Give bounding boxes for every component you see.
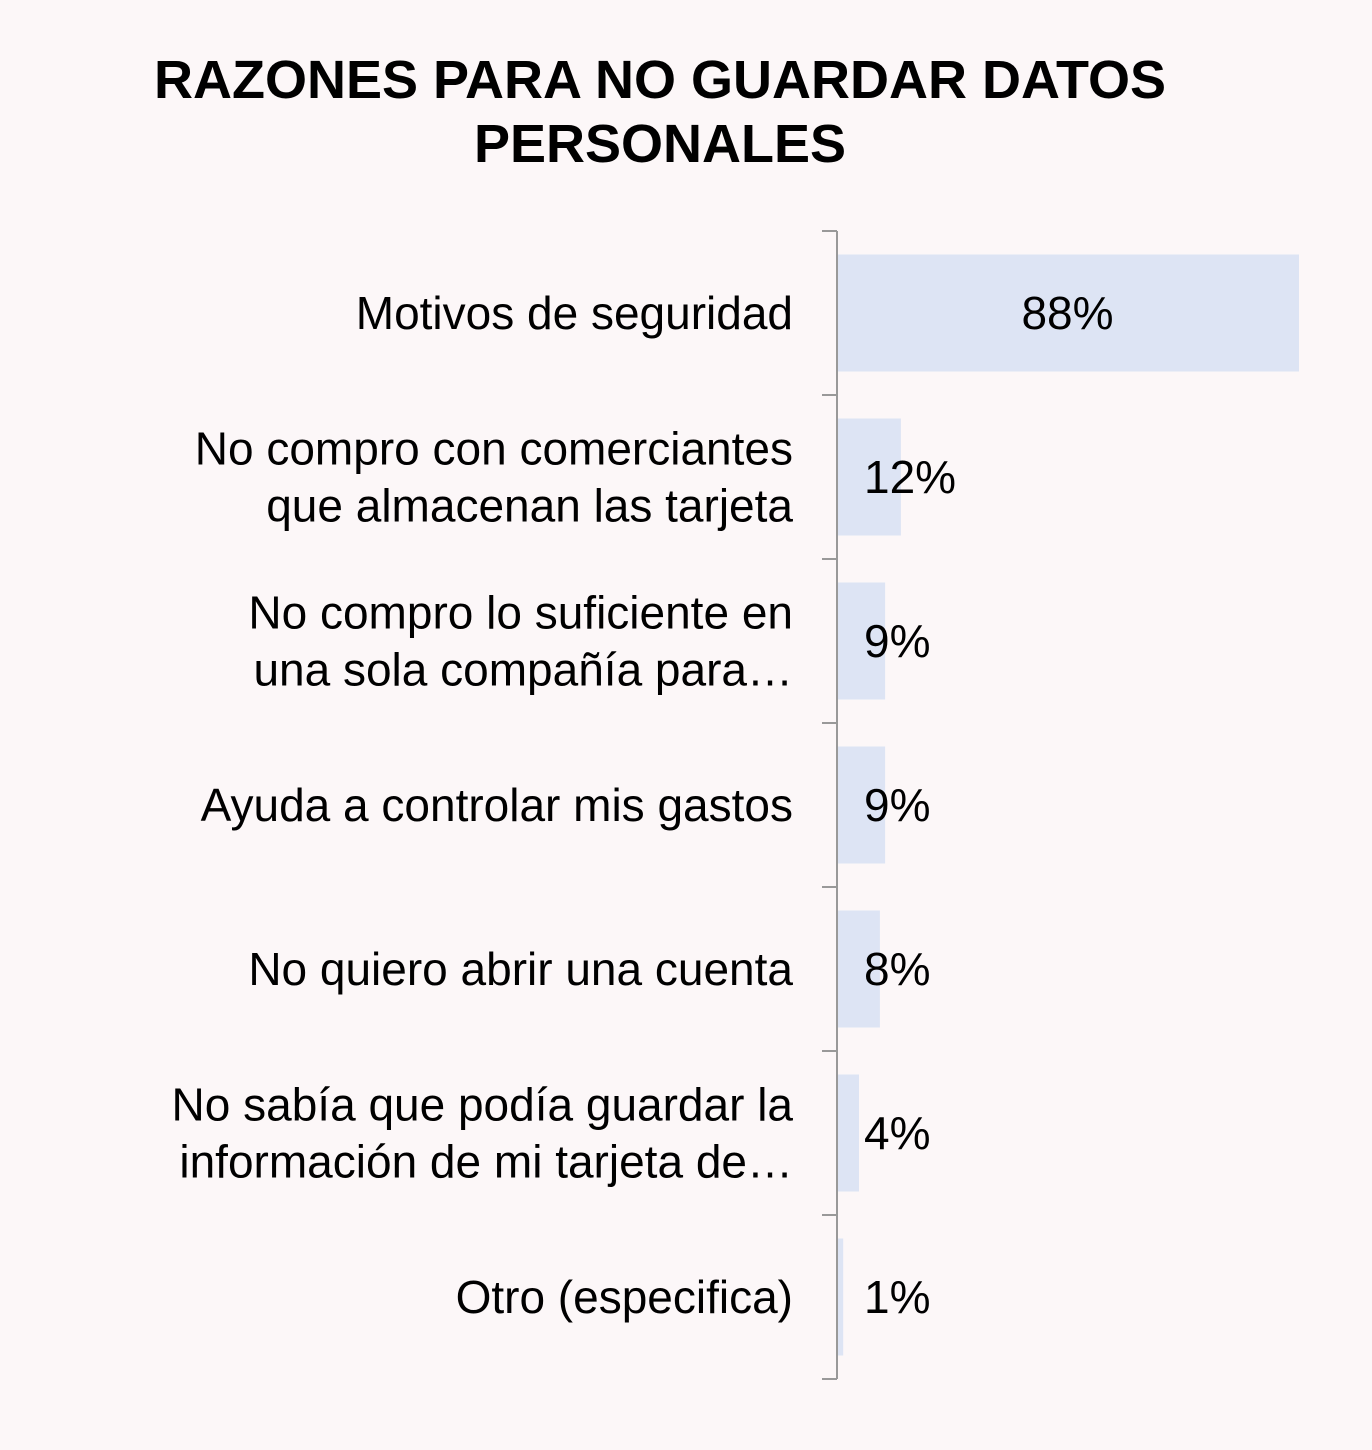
bar-3 [838, 582, 886, 700]
category-label-3: No compro lo suficiente en una sola compa… [248, 587, 793, 696]
bar-6 [838, 1074, 859, 1192]
value-label-5: 8% [864, 943, 930, 995]
category-label-6: No sabía que podía guardar la información… [172, 1079, 794, 1188]
category-label-6-line-1: No sabía que podía guardar la [172, 1079, 794, 1131]
category-label-4-line-1: Ayuda a controlar mis gastos [201, 779, 793, 831]
category-label-2-line-1: No compro con comerciantes [195, 423, 793, 475]
value-label-2: 12% [864, 451, 956, 503]
bar-2 [838, 418, 901, 536]
value-label-4: 9% [864, 779, 930, 831]
category-labels: Motivos de seguridad No compro con comerc… [172, 287, 794, 1323]
category-label-5: No quiero abrir una cuenta [248, 943, 793, 995]
y-axis [822, 230, 838, 1380]
value-labels: 88% 12% 9% 9% 8% 4% 1% [864, 287, 1114, 1323]
category-label-7: Otro (especifica) [456, 1271, 793, 1323]
category-label-4: Ayuda a controlar mis gastos [201, 779, 793, 831]
category-label-3-line-2: una sola compañía para… [253, 644, 793, 696]
chart-title-line-1: RAZONES PARA NO GUARDAR DATOS [153, 50, 1167, 110]
category-label-5-line-1: No quiero abrir una cuenta [248, 943, 793, 995]
category-label-2-line-2: que almacenan las tarjeta [266, 480, 793, 532]
category-label-6-line-2: información de mi tarjeta de… [179, 1136, 793, 1188]
category-label-1: Motivos de seguridad [356, 287, 793, 339]
bar-7 [838, 1238, 844, 1356]
category-label-3-line-1: No compro lo suficiente en [248, 587, 793, 639]
value-label-7: 1% [864, 1271, 930, 1323]
bar-1 [838, 254, 1299, 372]
bar-4 [838, 746, 886, 864]
category-label-7-line-1: Otro (especifica) [456, 1271, 793, 1323]
chart-title-line-2: PERSONALES [473, 114, 847, 174]
bar-5 [838, 910, 880, 1028]
value-label-1: 88% [1021, 287, 1113, 339]
category-label-2: No compro con comerciantes que almacenan … [195, 423, 794, 532]
bars [838, 254, 1299, 1356]
chart-title: RAZONES PARA NO GUARDAR DATOS PERSONALES [60, 48, 1260, 176]
value-label-6: 4% [864, 1107, 930, 1159]
value-label-3: 9% [864, 615, 930, 667]
category-label-1-line-1: Motivos de seguridad [356, 287, 793, 339]
